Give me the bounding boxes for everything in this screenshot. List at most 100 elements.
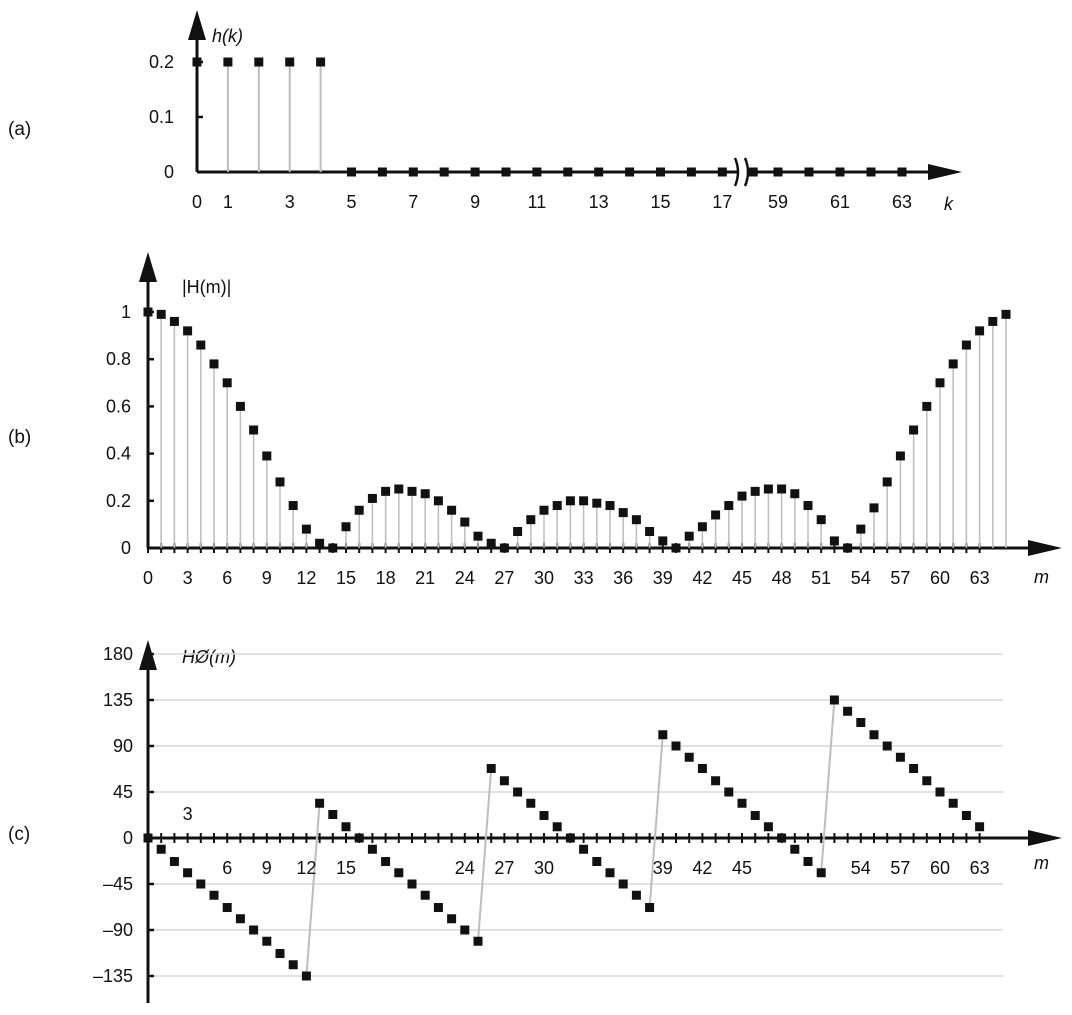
chart-c-point [183,868,193,878]
chart-a-xtick-label: 0 [192,192,202,212]
chart-b-point [843,543,853,553]
chart-b-point [618,508,628,518]
chart-b-point [183,326,193,336]
chart-a-axis-break-2 [743,157,750,187]
chart-c-point [526,798,536,808]
chart-b-point [790,489,800,499]
chart-a-ytick-label: 0 [164,162,174,182]
chart-c-point [645,903,655,913]
chart-b-point [909,425,919,435]
chart-a-ylabel: h(k) [212,26,243,46]
chart-a-point [563,167,573,177]
chart-b-point [420,489,430,499]
chart-c-ytick-label: 135 [103,690,133,710]
chart-a-xtick-label: 7 [408,192,418,212]
chart-b-ytick-label: 0.4 [106,444,131,464]
chart-b-ytick-label: 0.8 [106,349,131,369]
chart-c-ytick-label: –135 [93,966,133,986]
chart-b-point [381,486,391,496]
chart-a-point [656,167,665,177]
chart-a-point [717,167,727,177]
chart-c-point [367,844,377,854]
chart-c-point [341,822,351,832]
chart-b-point [645,526,655,536]
chart-b-point [816,515,826,525]
chart-b-point [697,522,707,532]
chart-b-xtick-label: 24 [455,568,475,588]
chart-b-point [407,486,417,496]
chart-b-ytick-label: 0 [121,538,131,558]
chart-b-xtick-label: 33 [574,568,594,588]
chart-c-point [763,822,773,832]
chart-c-point [288,960,298,970]
chart-c-point [618,879,628,889]
chart-c-point [156,844,166,854]
chart-b-xtick-label: 39 [653,568,673,588]
chart-c-point [658,730,668,740]
chart-c-point [196,879,206,889]
chart-b-point [249,425,259,435]
chart-c-wrap-line [477,768,493,942]
chart-a-point [377,167,387,177]
chart-c-point [433,903,443,913]
chart-c-point [394,868,404,878]
chart-c-xtick-label: 24 [455,858,475,878]
chart-b-point [552,501,562,511]
chart-c-xtick-label: 15 [336,858,356,878]
chart-c-ytick-label: –180 [93,1012,133,1015]
chart-b-xtick-label: 30 [534,568,554,588]
chart-b-point [513,526,523,536]
chart-c-point [539,811,549,821]
chart-b-point [288,501,298,511]
chart-b-point [605,501,615,511]
chart-c-wrap-line [820,699,836,873]
chart-c-point [209,890,219,900]
chart-b-xtick-label: 12 [296,568,316,588]
chart-c-point [724,787,734,797]
chart-a-xtick-label: 61 [830,192,850,212]
chart-b-point [209,359,219,369]
chart-a-point [532,167,542,177]
chart-a-point [897,167,907,177]
chart-a-point [625,167,635,177]
chart-c-xtick-label: 57 [890,858,910,878]
chart-b-point [394,484,404,494]
chart-c-wrap-line [305,803,321,977]
chart-a-xtick-label: 3 [285,192,295,212]
chart-c-phase: HØ(m) m –180 –135 –90 –45 0 45 90 135 180 3 6 9 12 15… [93,640,1062,1015]
chart-b-point [262,451,272,461]
chart-b-point [143,307,153,317]
chart-c-wrap-line [648,734,664,908]
chart-a-ytick-label: 0.1 [149,107,174,127]
panel-label-b: (b) [8,427,31,448]
chart-a-point [470,167,480,177]
chart-c-point [354,833,364,843]
chart-c-point [750,811,760,821]
chart-c-point [235,914,245,924]
chart-b-point [579,496,589,506]
chart-b-ylabel: |H(m)| [182,277,231,297]
chart-c-point [948,798,958,808]
chart-c-ytick-label: 90 [113,736,133,756]
chart-a-xtick-label: 63 [892,192,912,212]
chart-c-point [262,936,272,946]
chart-b-point [671,543,681,553]
chart-c-point [169,857,179,867]
chart-b-point [975,326,985,336]
chart-b-point [367,493,377,503]
chart-b-point [935,378,945,388]
chart-c-point [790,844,800,854]
chart-c-point [447,914,457,924]
panel-label-c: (c) [8,824,30,845]
chart-b-point [988,316,998,326]
chart-b-point [539,505,549,515]
chart-c-point [843,706,853,716]
chart-a-point [285,57,295,67]
chart-b-point [882,477,892,487]
chart-b-xtick-label: 60 [930,568,950,588]
chart-b-xtick-label: 57 [890,568,910,588]
chart-b-point [750,486,760,496]
chart-b-xtick-label: 9 [262,568,272,588]
chart-b-point [433,496,443,506]
chart-b-xtick-label: 3 [183,568,193,588]
